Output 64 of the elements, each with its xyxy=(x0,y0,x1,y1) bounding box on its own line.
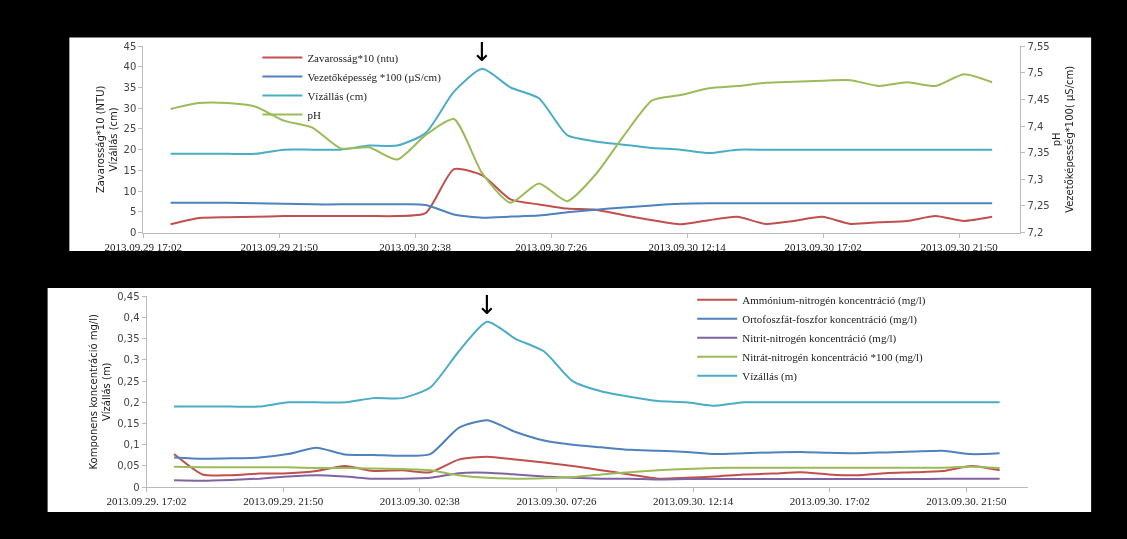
y-tick-label: 0,25 xyxy=(117,375,140,387)
x-tick-label: 2013.09.30. 12:14 xyxy=(653,495,734,508)
x-tick-label: 2013.09.30. 17:02 xyxy=(789,495,870,508)
line-series xyxy=(169,168,994,226)
x-tick-label: 2013.09.30. 02:38 xyxy=(379,495,461,508)
x-tick-label: 2013.09.30. 21:50 xyxy=(926,495,1007,508)
legend-label: Vízállás (m) xyxy=(742,370,798,384)
annotation: ↓ xyxy=(476,290,498,320)
y2-axis-title: pH Vezetőképesség*100( µS/cm) xyxy=(1051,65,1076,213)
x-tick-label: 2013.09.30 2:38 xyxy=(379,240,452,253)
y-tick-label: 25 xyxy=(123,123,137,135)
x-tick-label: 2013.09.29 21:50 xyxy=(240,240,319,253)
y-tick-label: 0 xyxy=(133,481,140,493)
y-tick-label: 0,15 xyxy=(117,418,140,430)
x-tick-label: 2013.09.29. 17:02 xyxy=(106,495,187,508)
y2-tick-label: 7,45 xyxy=(1027,93,1050,105)
legend-label: Nitrát-nitrogén koncentráció *100 (mg/l) xyxy=(742,351,924,365)
y-tick-label: 10 xyxy=(123,185,137,197)
y-tick-label: 0,45 xyxy=(117,290,140,302)
x-tick-label: 2013.09.30 7:26 xyxy=(515,240,588,253)
legend-label: Ortofoszfát-foszfor koncentráció (mg/l) xyxy=(742,313,918,327)
legend-label: Zavarosság*10 (ntu) xyxy=(307,51,399,65)
line-series xyxy=(169,67,994,156)
legend-label: Ammónium-nitrogén koncentráció (mg/l) xyxy=(742,294,926,308)
annotation: ↓ xyxy=(471,37,493,67)
x-tick-label: 2013.09.29. 21:50 xyxy=(243,495,324,508)
y-tick-label: 0,4 xyxy=(123,312,140,324)
line-series xyxy=(169,201,994,219)
y-axis-title: Komponens koncentráció mg/l) Vízállás (m) xyxy=(88,313,113,470)
x-tick-label: 2013.09.30 21:50 xyxy=(920,240,999,253)
legend-label: Vízállás (cm) xyxy=(307,89,368,103)
y-tick-label: 0,35 xyxy=(117,333,140,345)
x-tick-label: 2013.09.30 17:02 xyxy=(784,240,862,253)
y2-tick-label: 7,35 xyxy=(1027,147,1050,159)
line-series xyxy=(173,471,1001,482)
x-tick-label: 2013.09.30. 07:26 xyxy=(516,495,597,508)
y2-tick-label: 7,4 xyxy=(1027,120,1044,132)
y-tick-label: 40 xyxy=(123,61,137,73)
y-tick-label: 0,1 xyxy=(123,439,140,451)
y-tick-label: 35 xyxy=(123,82,137,94)
y-axis-title: Zavarosság*10 (NTU) Vízállás (cm) xyxy=(94,85,119,194)
y-tick-label: 0 xyxy=(129,227,137,239)
legend-label: Nitrit-nitrogén koncentráció (mg/l) xyxy=(742,332,897,346)
y2-tick-label: 7,55 xyxy=(1027,40,1050,52)
y-tick-label: 30 xyxy=(123,102,137,114)
line-series xyxy=(173,419,1001,460)
line-series xyxy=(173,453,1001,480)
y-tick-label: 0,05 xyxy=(117,460,140,472)
y2-tick-label: 7,5 xyxy=(1027,67,1044,79)
line-series xyxy=(169,73,994,204)
legend-label: Vezetőképesség *100 (µS/cm) xyxy=(307,70,442,84)
y-tick-label: 0,2 xyxy=(123,396,140,408)
y-tick-label: 5 xyxy=(129,206,137,218)
y-tick-label: 15 xyxy=(123,164,137,176)
y-tick-label: 20 xyxy=(123,144,137,156)
y2-tick-label: 7,25 xyxy=(1027,200,1050,212)
x-tick-label: 2013.09.30 12:14 xyxy=(648,240,727,253)
y-tick-label: 45 xyxy=(123,40,137,52)
line-series xyxy=(173,465,1001,480)
x-tick-label: 2013.09.29 17:02 xyxy=(104,240,182,253)
legend-label: pH xyxy=(307,108,321,121)
y-tick-label: 0,3 xyxy=(123,354,140,366)
y2-tick-label: 7,2 xyxy=(1027,227,1044,239)
y2-tick-label: 7,3 xyxy=(1027,173,1044,185)
